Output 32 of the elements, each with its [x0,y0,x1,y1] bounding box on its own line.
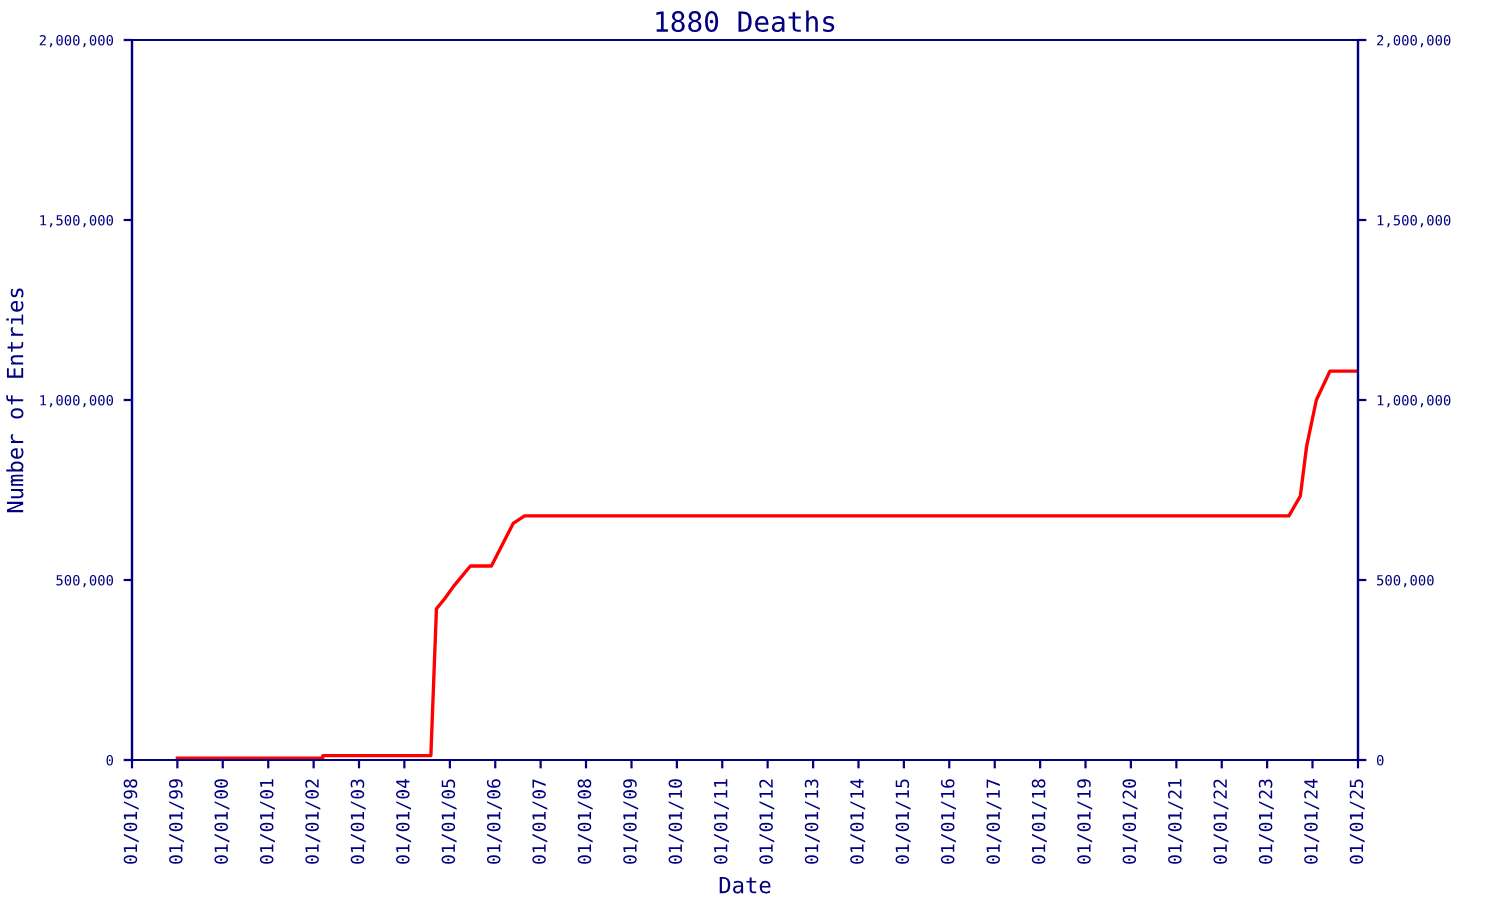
x-tick-label: 01/01/11 [713,779,729,864]
x-tick-label: 01/01/09 [623,779,639,864]
y-axis-title: Number of Entries [6,288,24,513]
x-tick-label: 01/01/16 [940,779,956,864]
x-tick-label: 01/01/21 [1168,779,1184,864]
x-tick-label: 01/01/19 [1077,779,1093,864]
chart-title: 1880 Deaths [656,10,835,33]
x-tick-label: 01/01/04 [396,778,412,864]
x-tick-label: 01/01/05 [441,779,457,864]
x-tick-label: 01/01/18 [1031,779,1047,864]
x-tick-label: 01/01/17 [986,779,1002,864]
x-tick-label: 01/01/24 [1304,778,1320,864]
x-tick-label: 01/01/02 [305,779,321,864]
x-tick-label: 01/01/20 [1122,779,1138,864]
x-tick-label: 01/01/10 [668,779,684,864]
line-series [175,369,1358,760]
x-tick-label: 01/01/06 [486,779,502,864]
x-tick-label: 01/01/01 [259,779,275,864]
x-tick-label: 01/01/00 [214,779,230,864]
x-axis-title: Date [719,876,771,894]
x-tick-label: 01/01/98 [123,779,139,864]
x-tick-label: 01/01/25 [1349,779,1365,864]
x-tick-label: 01/01/12 [759,779,775,864]
x-tick-label: 01/01/13 [804,779,820,864]
x-tick-label: 01/01/15 [895,779,911,864]
x-tick-label: 01/01/08 [577,779,593,864]
x-tick-label: 01/01/07 [532,779,548,864]
x-tick-label: 01/01/03 [350,779,366,864]
x-tick-label: 01/01/23 [1258,779,1274,864]
x-tick-label: 01/01/99 [169,779,185,864]
x-tick-label: 01/01/22 [1213,779,1229,864]
x-tick-label: 01/01/14 [850,778,866,864]
